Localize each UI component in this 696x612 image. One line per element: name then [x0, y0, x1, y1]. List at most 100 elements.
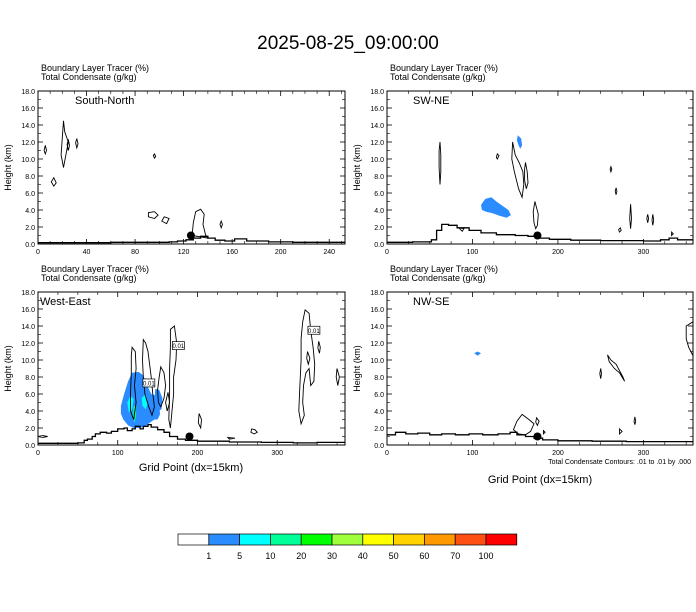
y-tick-label: 10.0 — [21, 358, 35, 365]
contour-label: 0.01 — [308, 329, 320, 335]
y-tick-label: 8.0 — [25, 375, 35, 382]
y-tick-label: 4.0 — [374, 208, 384, 215]
contour-label-box — [307, 325, 321, 335]
colorbar-swatch — [485, 533, 518, 546]
condensate-contour — [629, 204, 632, 229]
y-tick-label: 0.0 — [374, 443, 384, 450]
colorbar-label: 40 — [358, 551, 368, 561]
condensate-contour — [619, 427, 623, 435]
colorbar-swatch — [208, 533, 240, 546]
plot-area — [38, 120, 345, 244]
y-tick-label: 12.0 — [21, 341, 35, 348]
terrain-line — [38, 423, 345, 444]
x-tick-label: 100 — [467, 249, 479, 256]
plot-frame — [37, 291, 346, 446]
contour-label: 0.01 — [172, 344, 184, 350]
condensate-contour — [335, 368, 340, 386]
plot-area — [387, 321, 693, 443]
condensate-contour — [197, 413, 202, 430]
plot-area — [387, 135, 693, 243]
panel-header-condensate: Total Condensate (g/kg) — [390, 72, 486, 82]
y-tick-label: 16.0 — [21, 307, 35, 314]
condensate-contour — [532, 201, 539, 230]
xaxis-label-right: Grid Point (dx=15km) — [488, 474, 592, 486]
y-tick-label: 6.0 — [374, 392, 384, 399]
y-axis-label: Height (km) — [3, 144, 13, 191]
panel-label: SW-NE — [413, 95, 449, 107]
y-tick-label: 2.0 — [25, 426, 35, 433]
condensate-contour — [38, 435, 48, 438]
tracer-fill — [481, 197, 511, 218]
x-tick-label: 40 — [83, 249, 91, 256]
condensate-contour — [438, 141, 442, 185]
location-marker — [533, 432, 542, 441]
x-tick-label: 240 — [323, 249, 335, 256]
colorbar-label: 60 — [419, 551, 429, 561]
y-tick-label: 16.0 — [370, 106, 384, 113]
location-marker — [533, 231, 542, 240]
xaxis-label-left: Grid Point (dx=15km) — [139, 462, 243, 474]
y-tick-label: 8.0 — [374, 375, 384, 382]
x-tick-label: 300 — [271, 450, 283, 457]
condensate-contour — [161, 216, 170, 225]
y-tick-label: 14.0 — [370, 324, 384, 331]
y-tick-label: 12.0 — [370, 140, 384, 147]
contour-label: 0.01 — [143, 381, 155, 387]
colorbar-label: 10 — [265, 551, 275, 561]
y-tick-label: 12.0 — [21, 140, 35, 147]
colorbar-label: 100 — [478, 551, 493, 561]
condensate-contour — [157, 365, 167, 408]
y-axis-label: Height (km) — [352, 144, 362, 191]
x-tick-label: 200 — [552, 450, 564, 457]
condensate-contour — [75, 138, 79, 150]
colorbar-swatch — [393, 533, 425, 546]
y-tick-label: 10.0 — [370, 358, 384, 365]
contour-label-box — [171, 341, 185, 350]
colorbar-swatch — [362, 533, 394, 546]
x-tick-label: 80 — [131, 249, 139, 256]
condensate-contour — [317, 341, 321, 354]
condensate-contour — [66, 139, 70, 151]
condensate-contour — [250, 428, 259, 435]
condensate-contour — [298, 309, 316, 426]
condensate-contour — [142, 338, 155, 417]
y-tick-label: 18.0 — [21, 89, 35, 96]
x-tick-label: 0 — [36, 249, 40, 256]
y-tick-label: 16.0 — [21, 106, 35, 113]
y-tick-label: 16.0 — [370, 307, 384, 314]
y-tick-label: 0.0 — [374, 242, 384, 249]
condensate-contour — [618, 226, 622, 233]
colorbar-label: 20 — [296, 551, 306, 561]
y-tick-label: 12.0 — [370, 341, 384, 348]
colorbar-swatch — [270, 533, 302, 546]
condensate-contour — [511, 141, 525, 200]
condensate-contour — [633, 416, 637, 425]
panel-header-tracer: Boundary Layer Tracer (%) — [41, 63, 149, 73]
panel-header-tracer: Boundary Layer Tracer (%) — [41, 264, 149, 274]
y-tick-label: 0.0 — [25, 443, 35, 450]
y-tick-label: 18.0 — [370, 290, 384, 297]
y-tick-label: 14.0 — [370, 123, 384, 130]
x-tick-label: 200 — [275, 249, 287, 256]
colorbar-label: 30 — [327, 551, 337, 561]
colorbar-swatch — [239, 533, 271, 546]
panel-header-condensate: Total Condensate (g/kg) — [390, 273, 486, 283]
condensate-contour — [43, 145, 47, 156]
x-tick-label: 200 — [192, 450, 204, 457]
y-tick-label: 4.0 — [25, 208, 35, 215]
condensate-contour — [306, 351, 311, 367]
tracer-fill — [516, 135, 523, 149]
location-marker — [186, 231, 195, 240]
location-marker — [185, 432, 194, 441]
plot-frame — [386, 291, 694, 446]
y-tick-label: 4.0 — [25, 409, 35, 416]
condensate-contour — [535, 416, 540, 427]
y-axis-label: Height (km) — [352, 345, 362, 392]
contour-note: Total Condensate Contours: .01 to .01 by… — [548, 459, 691, 466]
tracer-fill — [474, 351, 481, 356]
plot-area: 0.01 0.01 0.01 — [38, 309, 345, 444]
colorbar-label: 1 — [206, 551, 211, 561]
y-tick-label: 0.0 — [25, 242, 35, 249]
panel-header-tracer: Boundary Layer Tracer (%) — [390, 264, 498, 274]
colorbar-swatch — [454, 533, 487, 546]
